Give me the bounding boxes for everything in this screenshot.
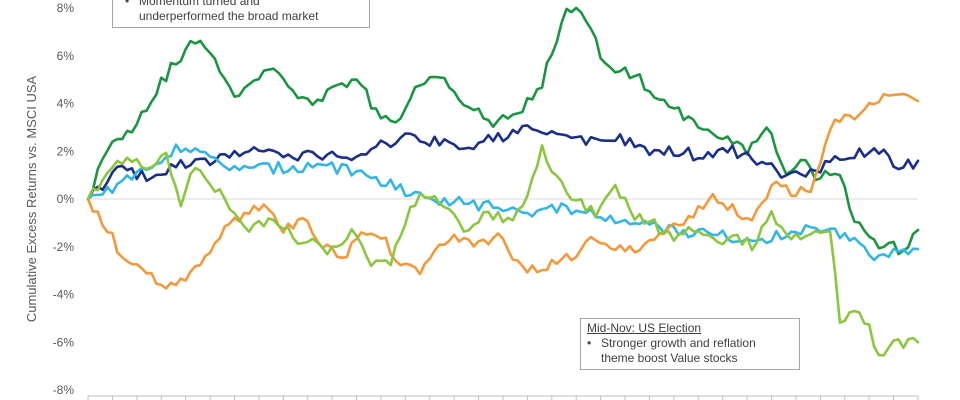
series-line-2 [86, 124, 920, 201]
bullet-point: • [587, 336, 592, 350]
y-tick-label: 8% [57, 1, 75, 15]
y-tick-label: -8% [53, 383, 75, 397]
series-line-4 [86, 92, 920, 290]
annotation-line-2: theme boost Value stocks [601, 351, 738, 365]
annotation-row: • Momentum turned and underperformed the… [125, 0, 361, 24]
y-tick-label: 4% [57, 97, 75, 111]
y-tick-label: 0% [57, 192, 75, 206]
annotation-line-1: Momentum turned and [139, 0, 260, 8]
y-axis-title: Cumulative Excess Returns vs. MSCI USA [24, 76, 39, 323]
y-tick-label: 6% [57, 49, 75, 63]
y-tick-label: -4% [53, 288, 75, 302]
annotation-title: Mid-Nov: US Election [587, 321, 702, 335]
series-line-1 [86, 6, 920, 256]
annotation-line-1: Stronger growth and reflation [601, 336, 756, 350]
annotation-momentum: • Momentum turned and underperformed the… [112, 0, 370, 28]
y-tick-label: -6% [53, 335, 75, 349]
annotation-row: • Stronger growth and reflation theme bo… [587, 336, 793, 366]
y-tick-label: 2% [57, 144, 75, 158]
bullet-point: • [125, 0, 130, 8]
annotation-line-2: underperformed the broad market [139, 9, 319, 23]
series-line-3 [86, 143, 920, 262]
annotation-us-election: Mid-Nov: US Election • Stronger growth a… [580, 318, 800, 370]
series-line-5 [86, 144, 920, 357]
y-tick-label: -2% [53, 240, 75, 254]
